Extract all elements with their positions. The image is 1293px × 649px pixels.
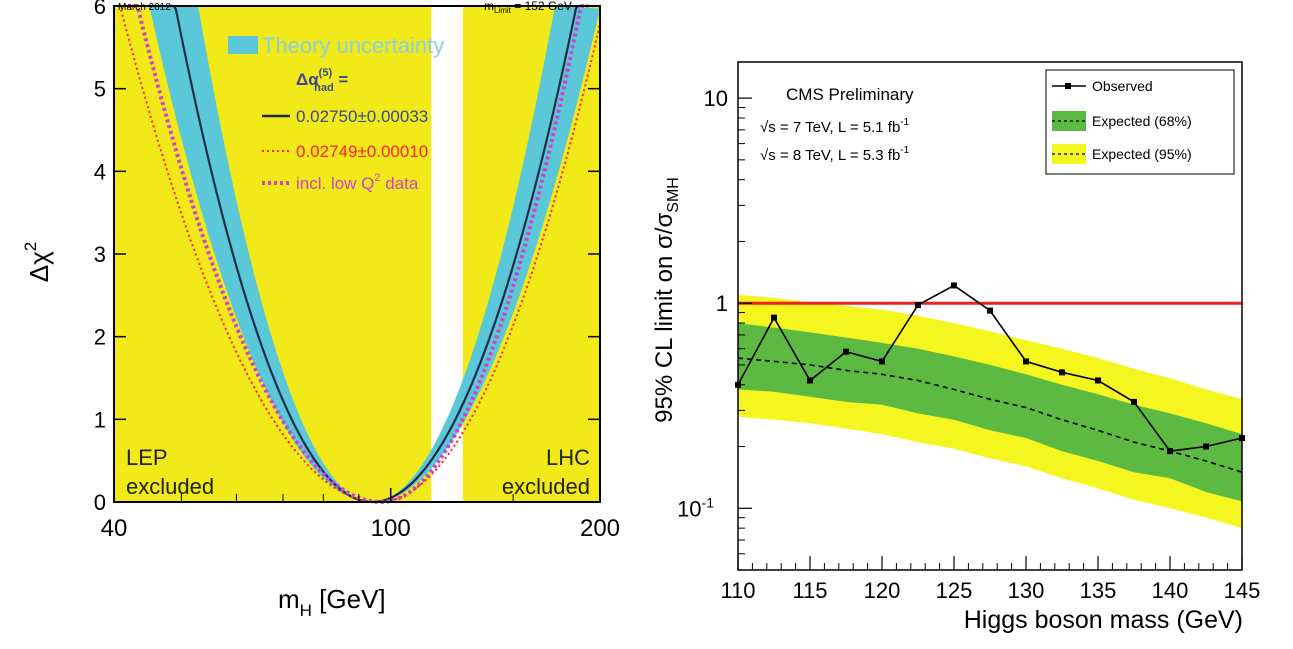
right-x-tick-label: 125 — [936, 578, 973, 603]
mlimit-label: mLimit = 152 GeV — [484, 0, 572, 15]
right-x-tick-label: 130 — [1008, 578, 1045, 603]
legend-solid-label: 0.02750±0.00033 — [296, 107, 428, 126]
left-y-tick-label: 5 — [94, 77, 106, 102]
lhc-label: LHC — [546, 445, 590, 470]
energy-8tev-label: √s = 8 TeV, L = 5.3 fb-1 — [760, 145, 910, 164]
left-axis-ticks: 0 1 2 3 4 5 6 40 100 200 — [94, 0, 620, 542]
legend-68-swatch — [1052, 111, 1086, 131]
observed-point — [1095, 377, 1101, 384]
legend-red-label: 0.02749±0.00010 — [296, 142, 428, 161]
lep-label: LEP — [126, 445, 168, 470]
date-label: March 2012 — [118, 2, 171, 13]
observed-point — [807, 377, 813, 384]
observed-point — [1131, 398, 1137, 405]
left-x-tick-label: 200 — [580, 515, 620, 542]
left-y-tick-label: 2 — [94, 325, 106, 350]
right-x-tick-label: 110 — [720, 578, 755, 603]
expected-bands — [738, 294, 1242, 529]
observed-point — [1059, 369, 1065, 376]
theory-band-shape — [142, 6, 600, 502]
cms-preliminary-label: CMS Preliminary — [786, 85, 914, 104]
observed-point — [1167, 448, 1173, 455]
left-y-tick-label: 6 — [94, 0, 106, 19]
legend-68-label: Expected (68%) — [1092, 113, 1192, 129]
right-y-tick-label: 1 — [716, 291, 728, 316]
legend-magenta-label: incl. low Q2 data — [296, 172, 419, 193]
observed-point — [915, 301, 921, 308]
legend-observed-label: Observed — [1092, 78, 1153, 94]
right-x-tick-label: 115 — [792, 578, 827, 603]
left-y-tick-label: 0 — [94, 490, 106, 515]
excluded-region-1 — [114, 6, 432, 502]
theory-uncertainty-band — [142, 6, 600, 502]
right-y-tick-exponent: -1 — [702, 494, 715, 510]
legend-observed-marker — [1065, 83, 1071, 89]
observed-point — [879, 358, 885, 365]
right-y-tick-label: 10 — [704, 86, 728, 111]
left-x-axis-title: mH [GeV] — [278, 584, 386, 620]
right-y-tick-label: 10-1 — [677, 494, 714, 521]
observed-point — [987, 307, 993, 314]
lep-excluded-label: excluded — [126, 474, 214, 499]
left-x-tick-label: 100 — [371, 515, 411, 542]
legend-95-label: Expected (95%) — [1092, 146, 1192, 162]
left-y-tick-label: 4 — [94, 159, 106, 184]
delta-alpha-label: Δα(5) had = — [296, 67, 348, 94]
right-plot-frame — [737, 61, 1243, 571]
right-chart: 110 115 120 125 130 135 140 145 10 1 10-1 CMS Prel… — [651, 61, 1260, 634]
right-x-tick-label: 140 — [1152, 578, 1189, 603]
theory-uncertainty-label: Theory uncertainty — [262, 33, 444, 58]
right-x-tick-label: 145 — [1224, 578, 1261, 603]
right-x-tick-label: 135 — [1080, 578, 1117, 603]
left-y-tick-label: 1 — [94, 407, 106, 432]
theory-band-swatch — [228, 36, 258, 54]
band-68 — [738, 323, 1242, 502]
right-axis-ticks: 110 115 120 125 130 135 140 145 10 1 10-1 — [677, 86, 1260, 603]
observed-point — [771, 314, 777, 321]
observed-point — [951, 282, 957, 289]
legend-95-swatch — [1052, 144, 1086, 164]
left-chart: 0 1 2 3 4 5 6 40 100 200 LEP excluded LHC exclude… — [21, 0, 620, 620]
observed-point — [1023, 358, 1029, 365]
right-x-axis-title: Higgs boson mass (GeV) — [964, 606, 1243, 634]
expected-median-line — [737, 357, 1243, 473]
left-y-tick-label: 3 — [94, 242, 106, 267]
left-x-tick-label: 40 — [101, 515, 128, 542]
energy-7tev-label: √s = 7 TeV, L = 5.1 fb-1 — [760, 117, 910, 136]
right-y-axis-title: 95% CL limit on σ/σSMH — [651, 177, 682, 423]
left-y-axis-title: Δχ2 — [21, 242, 54, 282]
observed-point — [1203, 443, 1209, 450]
observed-point — [843, 348, 849, 355]
right-x-tick-label: 120 — [864, 578, 901, 603]
lhc-excluded-label: excluded — [502, 474, 590, 499]
chi2-curve-magenta-dotted — [128, 4, 588, 504]
